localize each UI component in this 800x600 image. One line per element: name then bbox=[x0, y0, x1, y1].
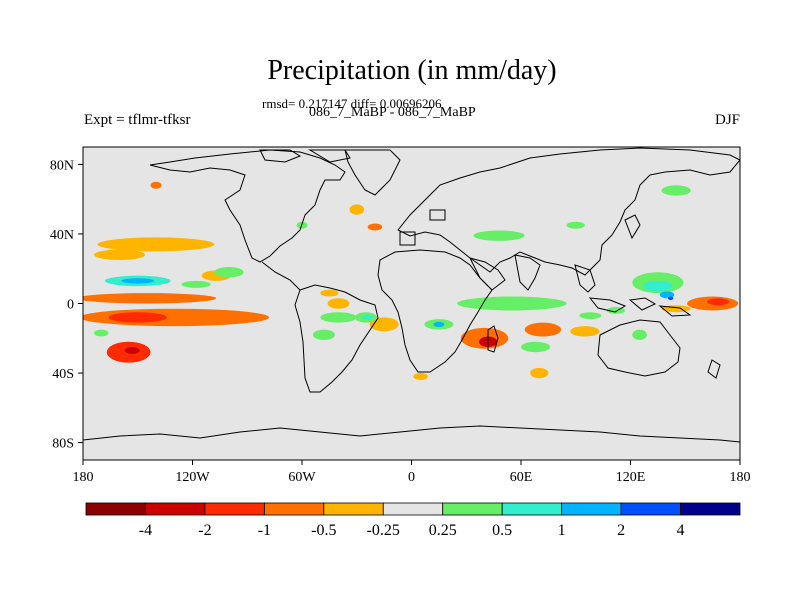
coastline-new-zealand bbox=[707, 359, 721, 379]
x-tick-label: 120E bbox=[616, 470, 646, 485]
anomaly-western-pacific-dry-core bbox=[707, 298, 730, 306]
colorbar-swatch bbox=[323, 502, 384, 516]
anomaly-south-america-wet bbox=[312, 329, 335, 341]
colorbar: -4 -2 -1 -0.5 -0.25 0.25 0.5 1 2 4 bbox=[85, 502, 741, 539]
colorbar-swatch bbox=[501, 502, 563, 516]
colorbar-label: 0.5 bbox=[492, 522, 512, 539]
y-tick-label: 80N bbox=[50, 158, 74, 173]
anomaly-mid-atlantic-dry bbox=[320, 289, 339, 297]
anomaly-east-pacific-wet bbox=[214, 266, 244, 278]
colorbar-label: -0.25 bbox=[367, 522, 400, 539]
coastline-greenland bbox=[344, 149, 401, 196]
colorbar-swatch bbox=[204, 502, 265, 516]
anomaly-south-pacific-dry-band bbox=[83, 308, 270, 327]
x-tick-label: 120W bbox=[175, 470, 210, 485]
coastline-eurasia bbox=[397, 147, 740, 276]
coastline-india bbox=[514, 254, 541, 291]
x-tick-label: 60W bbox=[288, 470, 316, 485]
anomaly-alaska-dry bbox=[150, 181, 162, 189]
anomaly-atlantic-wet-core bbox=[362, 314, 374, 321]
coastline-north-america bbox=[149, 149, 346, 263]
anomaly-southeast-pacific-wet bbox=[93, 329, 109, 337]
anomaly-atlantic-dry-patch bbox=[327, 298, 350, 309]
plot-title: Precipitation (in mm/day) bbox=[267, 55, 557, 86]
anomaly-south-atlantic-dry-2 bbox=[413, 373, 428, 381]
coastline-central-america bbox=[261, 261, 301, 291]
anomaly-central-africa-wet-core bbox=[433, 321, 445, 327]
coastline-africa bbox=[377, 249, 493, 373]
x-tick-label: 60E bbox=[510, 470, 533, 485]
anomaly-maritime-continent-wet-peak bbox=[667, 296, 674, 301]
case-label: 086_7_MaBP - 086_7_MaBP bbox=[309, 105, 476, 120]
anomaly-indian-ocean-wet bbox=[457, 296, 567, 311]
map-background bbox=[83, 147, 740, 460]
anomaly-north-pacific-dry-band bbox=[97, 237, 215, 252]
coastline-japan bbox=[624, 214, 641, 240]
colorbar-swatch bbox=[442, 502, 503, 516]
y-tick-label: 40N bbox=[50, 228, 74, 243]
colorbar-label: -4 bbox=[139, 522, 152, 539]
colorbar-label: -1 bbox=[258, 522, 271, 539]
coastline-antarctica bbox=[83, 425, 740, 443]
colorbar-swatch bbox=[145, 502, 206, 516]
anomaly-amazon-wet bbox=[320, 312, 357, 323]
anomaly-indian-ocean-wet-2 bbox=[579, 312, 602, 320]
colorbar-label: -2 bbox=[198, 522, 211, 539]
colorbar-swatch bbox=[680, 502, 741, 516]
anomaly-south-africa-wet bbox=[521, 341, 551, 353]
x-tick-label: 180 bbox=[730, 470, 751, 485]
anomaly-south-indian-dry-2 bbox=[570, 326, 600, 337]
x-tick-label: 180 bbox=[73, 470, 94, 485]
rmsd-subtitle: rmsd= 0.217147 diff= 0.00696206 bbox=[262, 96, 442, 111]
y-tick-label: 80S bbox=[52, 437, 74, 452]
season-label: DJF bbox=[714, 112, 740, 128]
anomaly-europe-dry bbox=[367, 223, 383, 231]
colorbar-swatch bbox=[263, 502, 325, 516]
coastline-south-america bbox=[294, 284, 379, 393]
anomaly-south-indian-dry bbox=[524, 322, 562, 337]
colorbar-label: 1 bbox=[558, 522, 566, 539]
anomaly-north-pacific-wet-2 bbox=[661, 185, 691, 196]
anomaly-china-wet bbox=[566, 221, 585, 229]
coastline-inland-seas bbox=[399, 209, 446, 246]
coastlines bbox=[83, 147, 740, 443]
coastline-southeast-asia bbox=[574, 264, 596, 293]
y-tick-label: 40S bbox=[52, 367, 74, 382]
colorbar-label: 4 bbox=[677, 522, 685, 539]
coastline-maritime-continent bbox=[588, 297, 692, 317]
y-tick-label: 0 bbox=[67, 298, 74, 313]
anomaly-australia-wet bbox=[632, 329, 647, 341]
coastline-arctic-islands bbox=[259, 149, 351, 163]
colorbar-swatch bbox=[620, 502, 681, 516]
anomaly-north-pacific-wet-core bbox=[121, 278, 155, 284]
anomaly-southern-ocean-dry bbox=[530, 367, 549, 379]
coastline-madagascar bbox=[487, 325, 499, 353]
anomaly-maritime-continent-wet-max bbox=[659, 291, 675, 299]
colorbar-label: 2 bbox=[617, 522, 625, 539]
anomaly-south-atlantic-dry bbox=[369, 317, 399, 332]
anomaly-central-pacific-dry-band bbox=[83, 293, 217, 304]
anomaly-maritime-continent-wet-core bbox=[643, 280, 673, 292]
coastline-australia bbox=[597, 319, 681, 377]
anomaly-north-atlantic-dry bbox=[349, 204, 365, 215]
anomaly-south-pacific-dry-core bbox=[108, 312, 167, 323]
x-axis: 180 120W 60W 0 60E 120E 180 bbox=[73, 460, 751, 485]
colorbar-label: 0.25 bbox=[429, 522, 457, 539]
x-tick-label: 0 bbox=[408, 470, 415, 485]
anomaly-north-pacific-wet-east bbox=[181, 280, 211, 288]
coastline-arabia bbox=[469, 257, 506, 291]
colorbar-label: -0.5 bbox=[311, 522, 336, 539]
colorbar-swatch bbox=[561, 502, 622, 516]
colorbar-swatch bbox=[382, 502, 444, 516]
anomaly-north-pacific-dry-band-2 bbox=[93, 249, 146, 261]
anomaly-europe-wet bbox=[473, 230, 525, 241]
y-axis: 80N 40N 0 40S 80S bbox=[50, 158, 83, 452]
colorbar-swatch bbox=[85, 502, 146, 516]
experiment-label: Expt = tflmr-tfksr bbox=[84, 112, 191, 128]
anomaly-southwest-pacific-dry-core bbox=[124, 346, 140, 354]
